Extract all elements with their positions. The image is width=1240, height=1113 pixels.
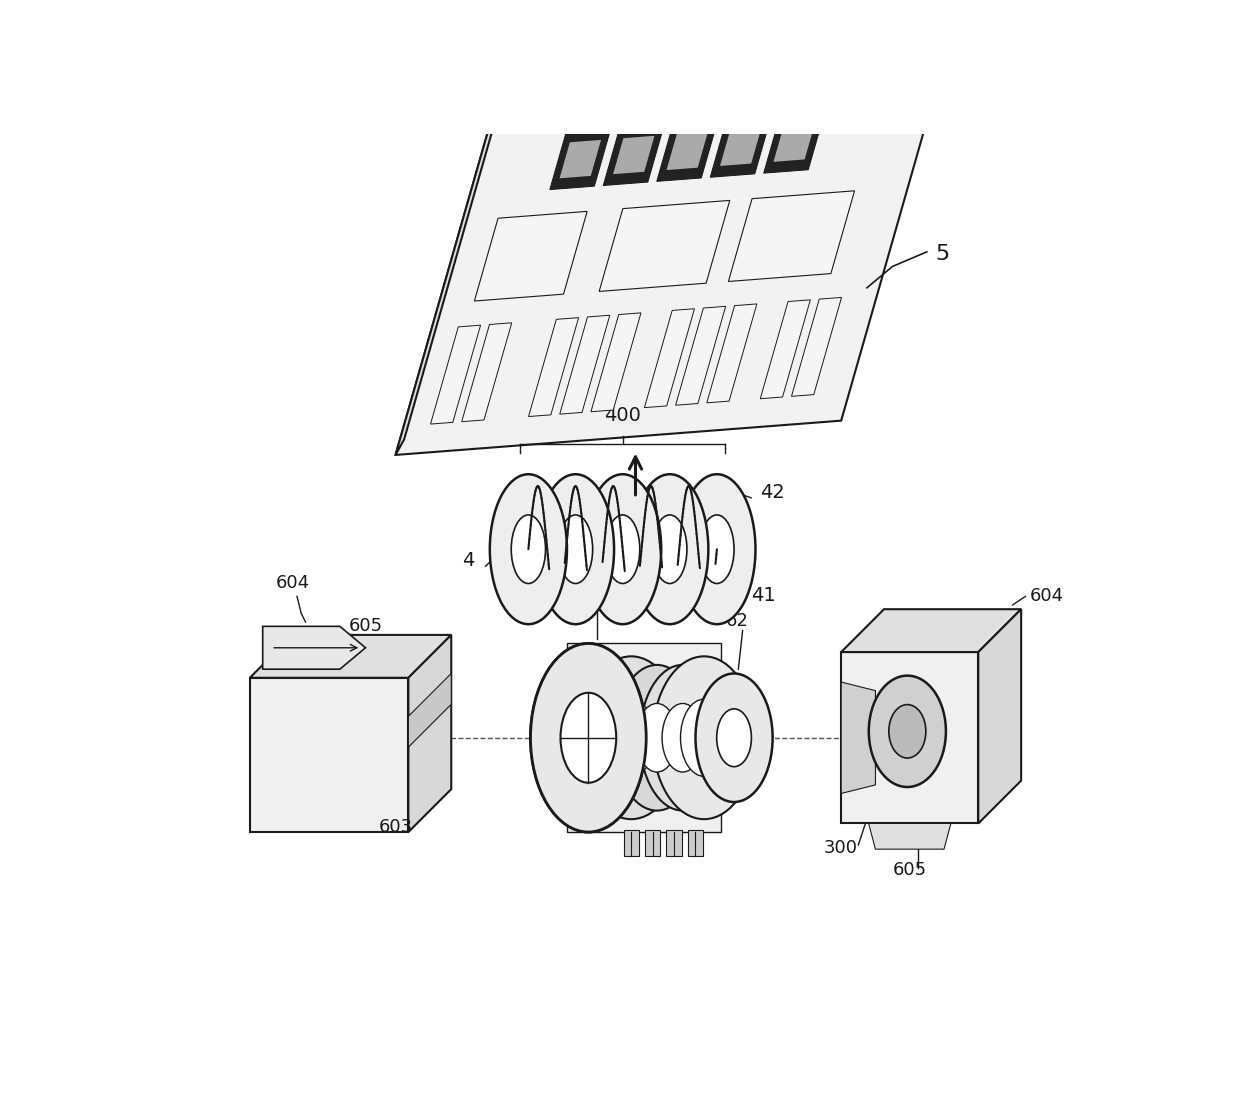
Bar	[624, 830, 639, 856]
Polygon shape	[711, 116, 771, 177]
Text: 62: 62	[725, 612, 749, 630]
Ellipse shape	[662, 703, 703, 772]
Polygon shape	[841, 609, 1022, 652]
Ellipse shape	[560, 692, 616, 782]
Polygon shape	[676, 306, 725, 405]
Ellipse shape	[889, 705, 926, 758]
Text: 605: 605	[893, 860, 926, 879]
Ellipse shape	[636, 703, 677, 772]
Polygon shape	[461, 323, 512, 422]
Polygon shape	[249, 678, 408, 833]
Polygon shape	[396, 61, 944, 455]
Ellipse shape	[652, 657, 755, 819]
Polygon shape	[657, 120, 718, 181]
Polygon shape	[559, 140, 601, 178]
Text: 605: 605	[348, 617, 382, 634]
Polygon shape	[774, 124, 815, 161]
Polygon shape	[430, 325, 481, 424]
Bar	[688, 830, 703, 856]
Ellipse shape	[640, 664, 725, 810]
Ellipse shape	[681, 699, 728, 777]
Ellipse shape	[537, 474, 614, 624]
Polygon shape	[841, 652, 978, 824]
Text: 41: 41	[751, 585, 776, 604]
Polygon shape	[728, 190, 854, 282]
Bar	[666, 830, 682, 856]
Polygon shape	[567, 643, 722, 833]
Polygon shape	[263, 627, 366, 669]
Text: 4: 4	[463, 551, 475, 570]
Ellipse shape	[717, 709, 751, 767]
Text: 5: 5	[935, 244, 950, 264]
Ellipse shape	[558, 515, 593, 583]
Polygon shape	[868, 824, 951, 849]
Text: 601: 601	[572, 591, 605, 609]
Polygon shape	[667, 131, 708, 170]
Polygon shape	[396, 79, 507, 455]
Polygon shape	[707, 304, 756, 403]
Text: 42: 42	[760, 483, 785, 502]
Ellipse shape	[699, 515, 734, 583]
Ellipse shape	[631, 474, 708, 624]
Ellipse shape	[605, 515, 640, 583]
Ellipse shape	[652, 515, 687, 583]
Ellipse shape	[490, 474, 567, 624]
Text: 604: 604	[275, 574, 310, 592]
Polygon shape	[498, 46, 952, 95]
Text: 300: 300	[825, 839, 858, 857]
Ellipse shape	[678, 474, 755, 624]
Polygon shape	[549, 129, 611, 189]
Polygon shape	[475, 211, 588, 301]
Ellipse shape	[560, 692, 616, 782]
Text: 603: 603	[378, 818, 413, 836]
Polygon shape	[978, 609, 1022, 824]
Ellipse shape	[869, 676, 946, 787]
Polygon shape	[408, 634, 451, 833]
Bar	[645, 830, 661, 856]
Polygon shape	[528, 317, 579, 416]
Ellipse shape	[531, 643, 646, 833]
Text: 400: 400	[604, 406, 641, 425]
Polygon shape	[764, 112, 825, 174]
Ellipse shape	[608, 699, 655, 777]
Polygon shape	[408, 673, 451, 747]
Polygon shape	[591, 313, 641, 412]
Ellipse shape	[580, 657, 683, 819]
Text: 604: 604	[1029, 587, 1064, 604]
Polygon shape	[249, 634, 451, 678]
Polygon shape	[599, 200, 730, 292]
Ellipse shape	[531, 643, 646, 833]
Polygon shape	[791, 297, 842, 396]
Ellipse shape	[511, 515, 546, 583]
Polygon shape	[760, 299, 810, 398]
Polygon shape	[841, 682, 875, 794]
Ellipse shape	[696, 673, 773, 802]
Polygon shape	[645, 308, 694, 407]
Polygon shape	[604, 125, 665, 186]
Polygon shape	[559, 315, 610, 414]
Polygon shape	[613, 136, 655, 174]
Ellipse shape	[584, 474, 661, 624]
Ellipse shape	[614, 664, 699, 810]
Polygon shape	[720, 128, 761, 166]
